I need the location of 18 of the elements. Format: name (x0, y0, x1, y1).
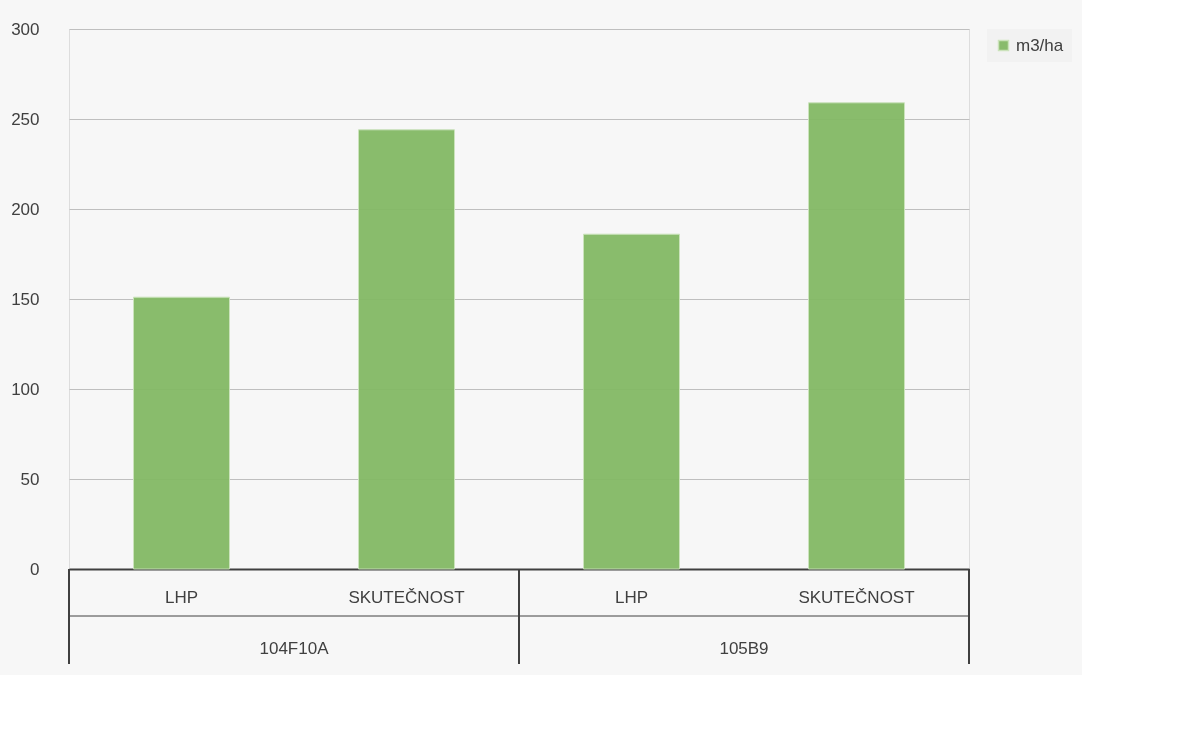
y-tick-label: 0 (30, 559, 40, 579)
text: 105B9 (719, 639, 769, 658)
y-tick-label: 200 (11, 199, 40, 219)
y-tick-label: 150 (11, 289, 40, 309)
y-tick-label: 50 (20, 469, 40, 489)
x-tick-label: LHP (614, 587, 649, 607)
y-tick-label: 250 (11, 109, 40, 129)
text: 104F10A (259, 639, 330, 658)
bar (133, 296, 230, 570)
legend-label: m3/ha (1016, 35, 1064, 55)
y-tick-label: 100 (11, 379, 40, 399)
x-tick-label: SKUTEČNOST (798, 587, 915, 607)
bar (583, 233, 680, 570)
y-tick-label: 300 (11, 19, 40, 39)
x-tick-label: SKUTEČNOST (348, 587, 465, 607)
bar (358, 129, 455, 570)
x-tick-label: LHP (164, 587, 199, 607)
bar (808, 102, 905, 570)
